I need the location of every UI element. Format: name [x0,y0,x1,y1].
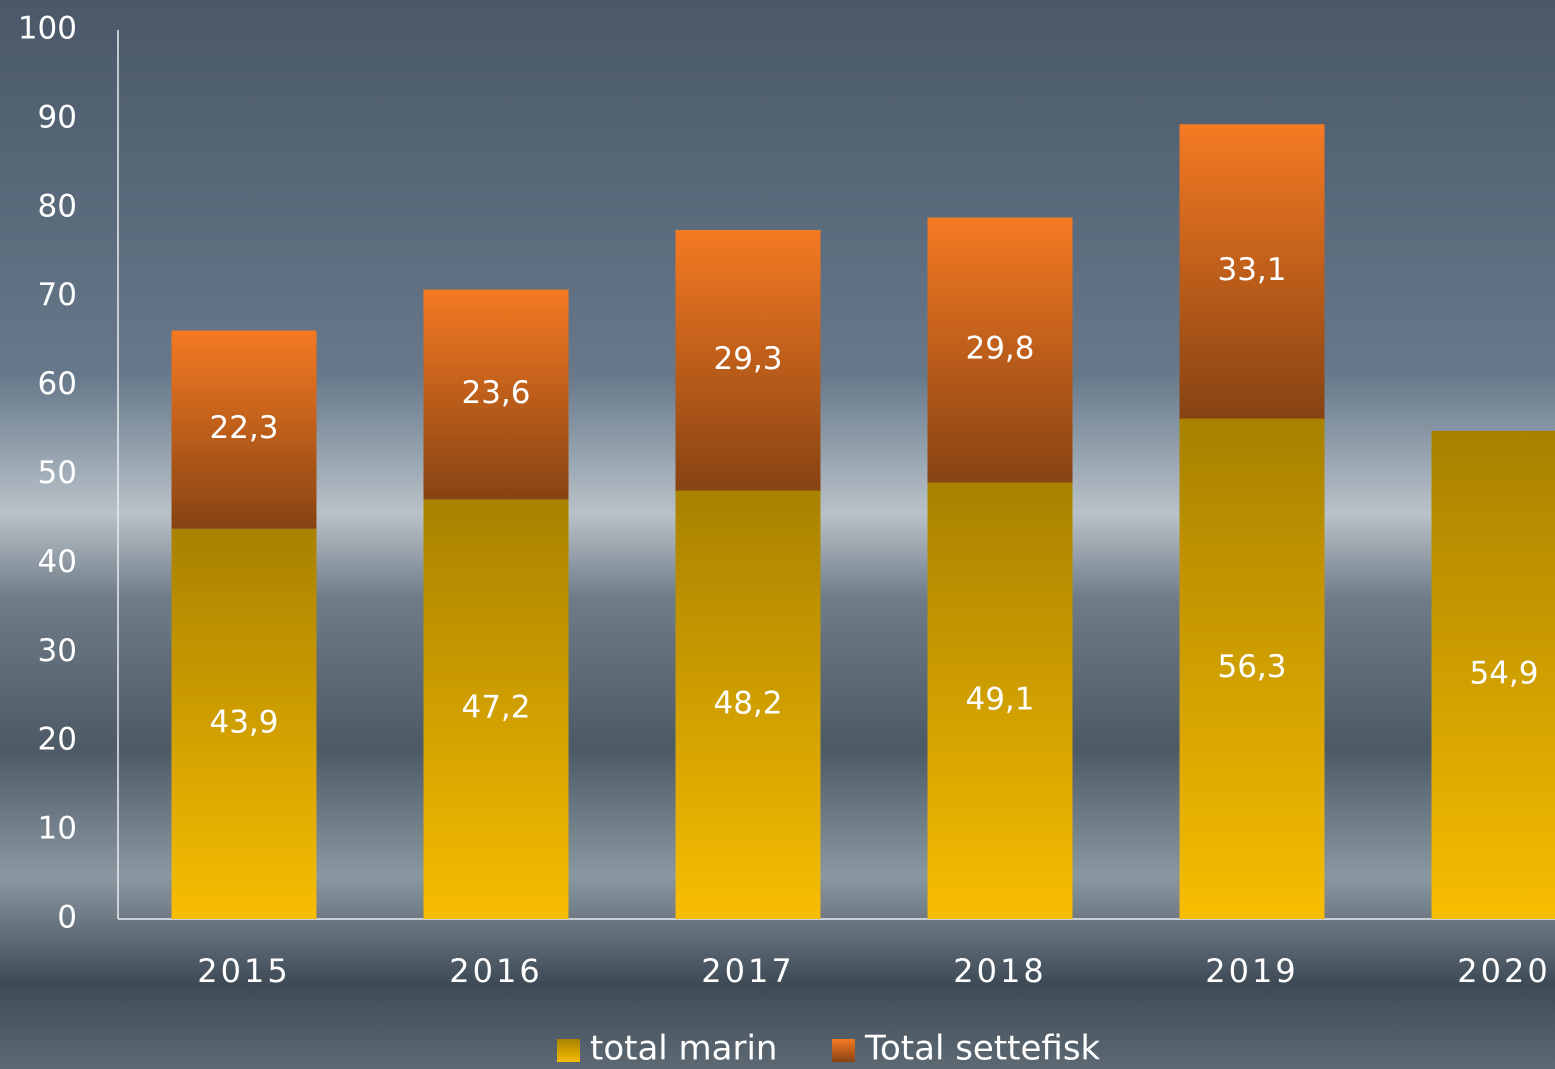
data-label: 48,2 [713,685,782,721]
y-tick-label: 60 [38,366,77,402]
bar-segment [171,528,317,919]
x-tick-label: 2020 [1457,952,1550,990]
y-tick-label: 70 [38,277,77,313]
data-label: 22,3 [209,410,278,446]
data-label: 47,2 [461,690,530,726]
data-label: 29,3 [713,341,782,377]
bar-segment [927,217,1073,483]
bar-segment [1179,418,1325,919]
x-tick-label: 2015 [197,952,290,990]
x-tick-label: 2019 [1205,952,1298,990]
y-tick-label: 30 [38,633,77,669]
data-label: 54,9 [1469,655,1538,691]
y-tick-label: 0 [57,900,77,936]
data-label: 29,8 [965,331,1034,367]
bar-segment [1179,124,1325,419]
bar-segment [675,490,821,919]
x-tick-label: 2017 [701,952,794,990]
bar-segment [1431,430,1555,919]
y-tick-label: 50 [38,455,77,491]
data-label: 23,6 [461,375,530,411]
y-tick-label: 100 [18,11,77,47]
data-label: 43,9 [209,704,278,740]
y-tick-label: 10 [38,811,77,847]
y-tick-label: 80 [38,188,77,224]
bar-segment [171,330,317,529]
data-label: 33,1 [1217,252,1286,288]
y-tick-label: 40 [38,544,77,580]
bar-segment [927,482,1073,919]
x-tick-label: 2018 [953,952,1046,990]
y-tick-label: 20 [38,722,77,758]
x-tick-label: 2016 [449,952,542,990]
legend-label: Total settefisk [864,1029,1101,1069]
legend-swatch [832,1039,855,1062]
legend-label: total marin [590,1029,777,1069]
bar-segment [675,230,821,491]
bar-segment [423,289,569,500]
data-label: 49,1 [965,681,1034,717]
data-label: 56,3 [1217,649,1286,685]
y-tick-label: 90 [38,99,77,135]
bar-segment [423,499,569,919]
legend-swatch [557,1039,580,1062]
